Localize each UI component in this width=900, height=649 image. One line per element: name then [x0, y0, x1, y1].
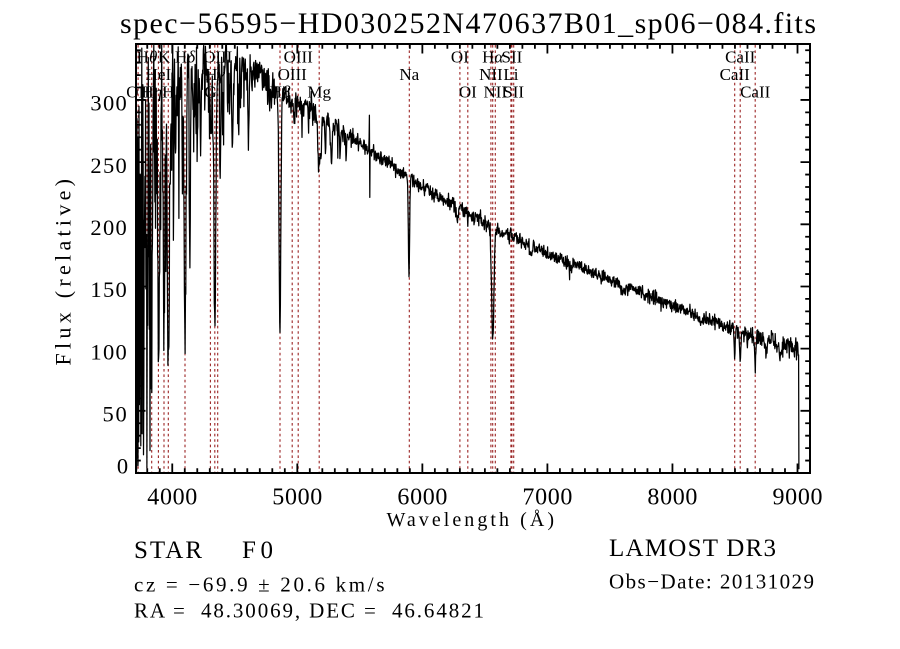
svg-text:Hη: Hη	[141, 83, 162, 102]
svg-text:Hγ: Hγ	[205, 65, 225, 84]
svg-text:Hθ: Hθ	[137, 48, 158, 67]
svg-text:spec−56595−HD030252N470637B01_: spec−56595−HD030252N470637B01_sp06−084.f…	[120, 7, 816, 40]
svg-text:Na: Na	[399, 65, 419, 84]
svg-text:LAMOST DR3: LAMOST DR3	[609, 535, 776, 562]
svg-text:5000: 5000	[272, 484, 322, 510]
svg-text:OII: OII	[126, 83, 150, 102]
svg-text:4000: 4000	[147, 484, 197, 510]
svg-text:300: 300	[90, 91, 126, 116]
svg-text:CaII: CaII	[740, 83, 771, 102]
svg-text:9000: 9000	[773, 484, 823, 510]
svg-text:Hβ: Hβ	[270, 83, 291, 102]
svg-text:7000: 7000	[522, 484, 572, 510]
svg-text:Mg: Mg	[307, 83, 331, 102]
svg-text:cz = −69.9 ± 20.6 km/s: cz = −69.9 ± 20.6 km/s	[134, 573, 385, 597]
svg-text:250: 250	[90, 153, 126, 178]
svg-text:200: 200	[90, 215, 126, 240]
svg-text:SII: SII	[502, 48, 523, 67]
svg-text:H: H	[162, 83, 174, 102]
svg-text:CaII: CaII	[720, 65, 751, 84]
svg-text:150: 150	[90, 277, 126, 302]
svg-text:OIII: OIII	[203, 48, 233, 67]
svg-text:NII: NII	[479, 65, 503, 84]
svg-text:Hα: Hα	[482, 48, 504, 67]
svg-text:8000: 8000	[647, 484, 697, 510]
svg-text:HeI: HeI	[146, 65, 172, 84]
svg-text:0: 0	[117, 453, 128, 478]
svg-text:6000: 6000	[397, 484, 447, 510]
svg-text:OIII: OIII	[278, 65, 308, 84]
svg-text:CaII: CaII	[725, 48, 756, 67]
svg-text:OIII: OIII	[284, 48, 314, 67]
svg-text:OI: OI	[451, 48, 469, 67]
svg-text:NII: NII	[483, 83, 507, 102]
svg-text:Obs−Date: 20131029: Obs−Date: 20131029	[609, 569, 814, 593]
svg-text:G: G	[204, 83, 216, 102]
svg-text:Flux (relative): Flux (relative)	[51, 179, 76, 366]
svg-text:Hδ: Hδ	[175, 48, 196, 67]
svg-text:STAR: STAR	[134, 537, 202, 564]
svg-text:RA = 48.30069, DEC = 46.6482: RA = 48.30069, DEC = 46.64821	[134, 599, 484, 623]
svg-text:Wavelength (Å): Wavelength (Å)	[387, 509, 555, 531]
svg-text:Li: Li	[503, 65, 518, 84]
svg-text:50: 50	[103, 402, 127, 427]
svg-text:SII: SII	[503, 83, 524, 102]
svg-text:K: K	[158, 48, 171, 67]
svg-text:OI: OI	[459, 83, 477, 102]
svg-text:100: 100	[90, 339, 126, 364]
